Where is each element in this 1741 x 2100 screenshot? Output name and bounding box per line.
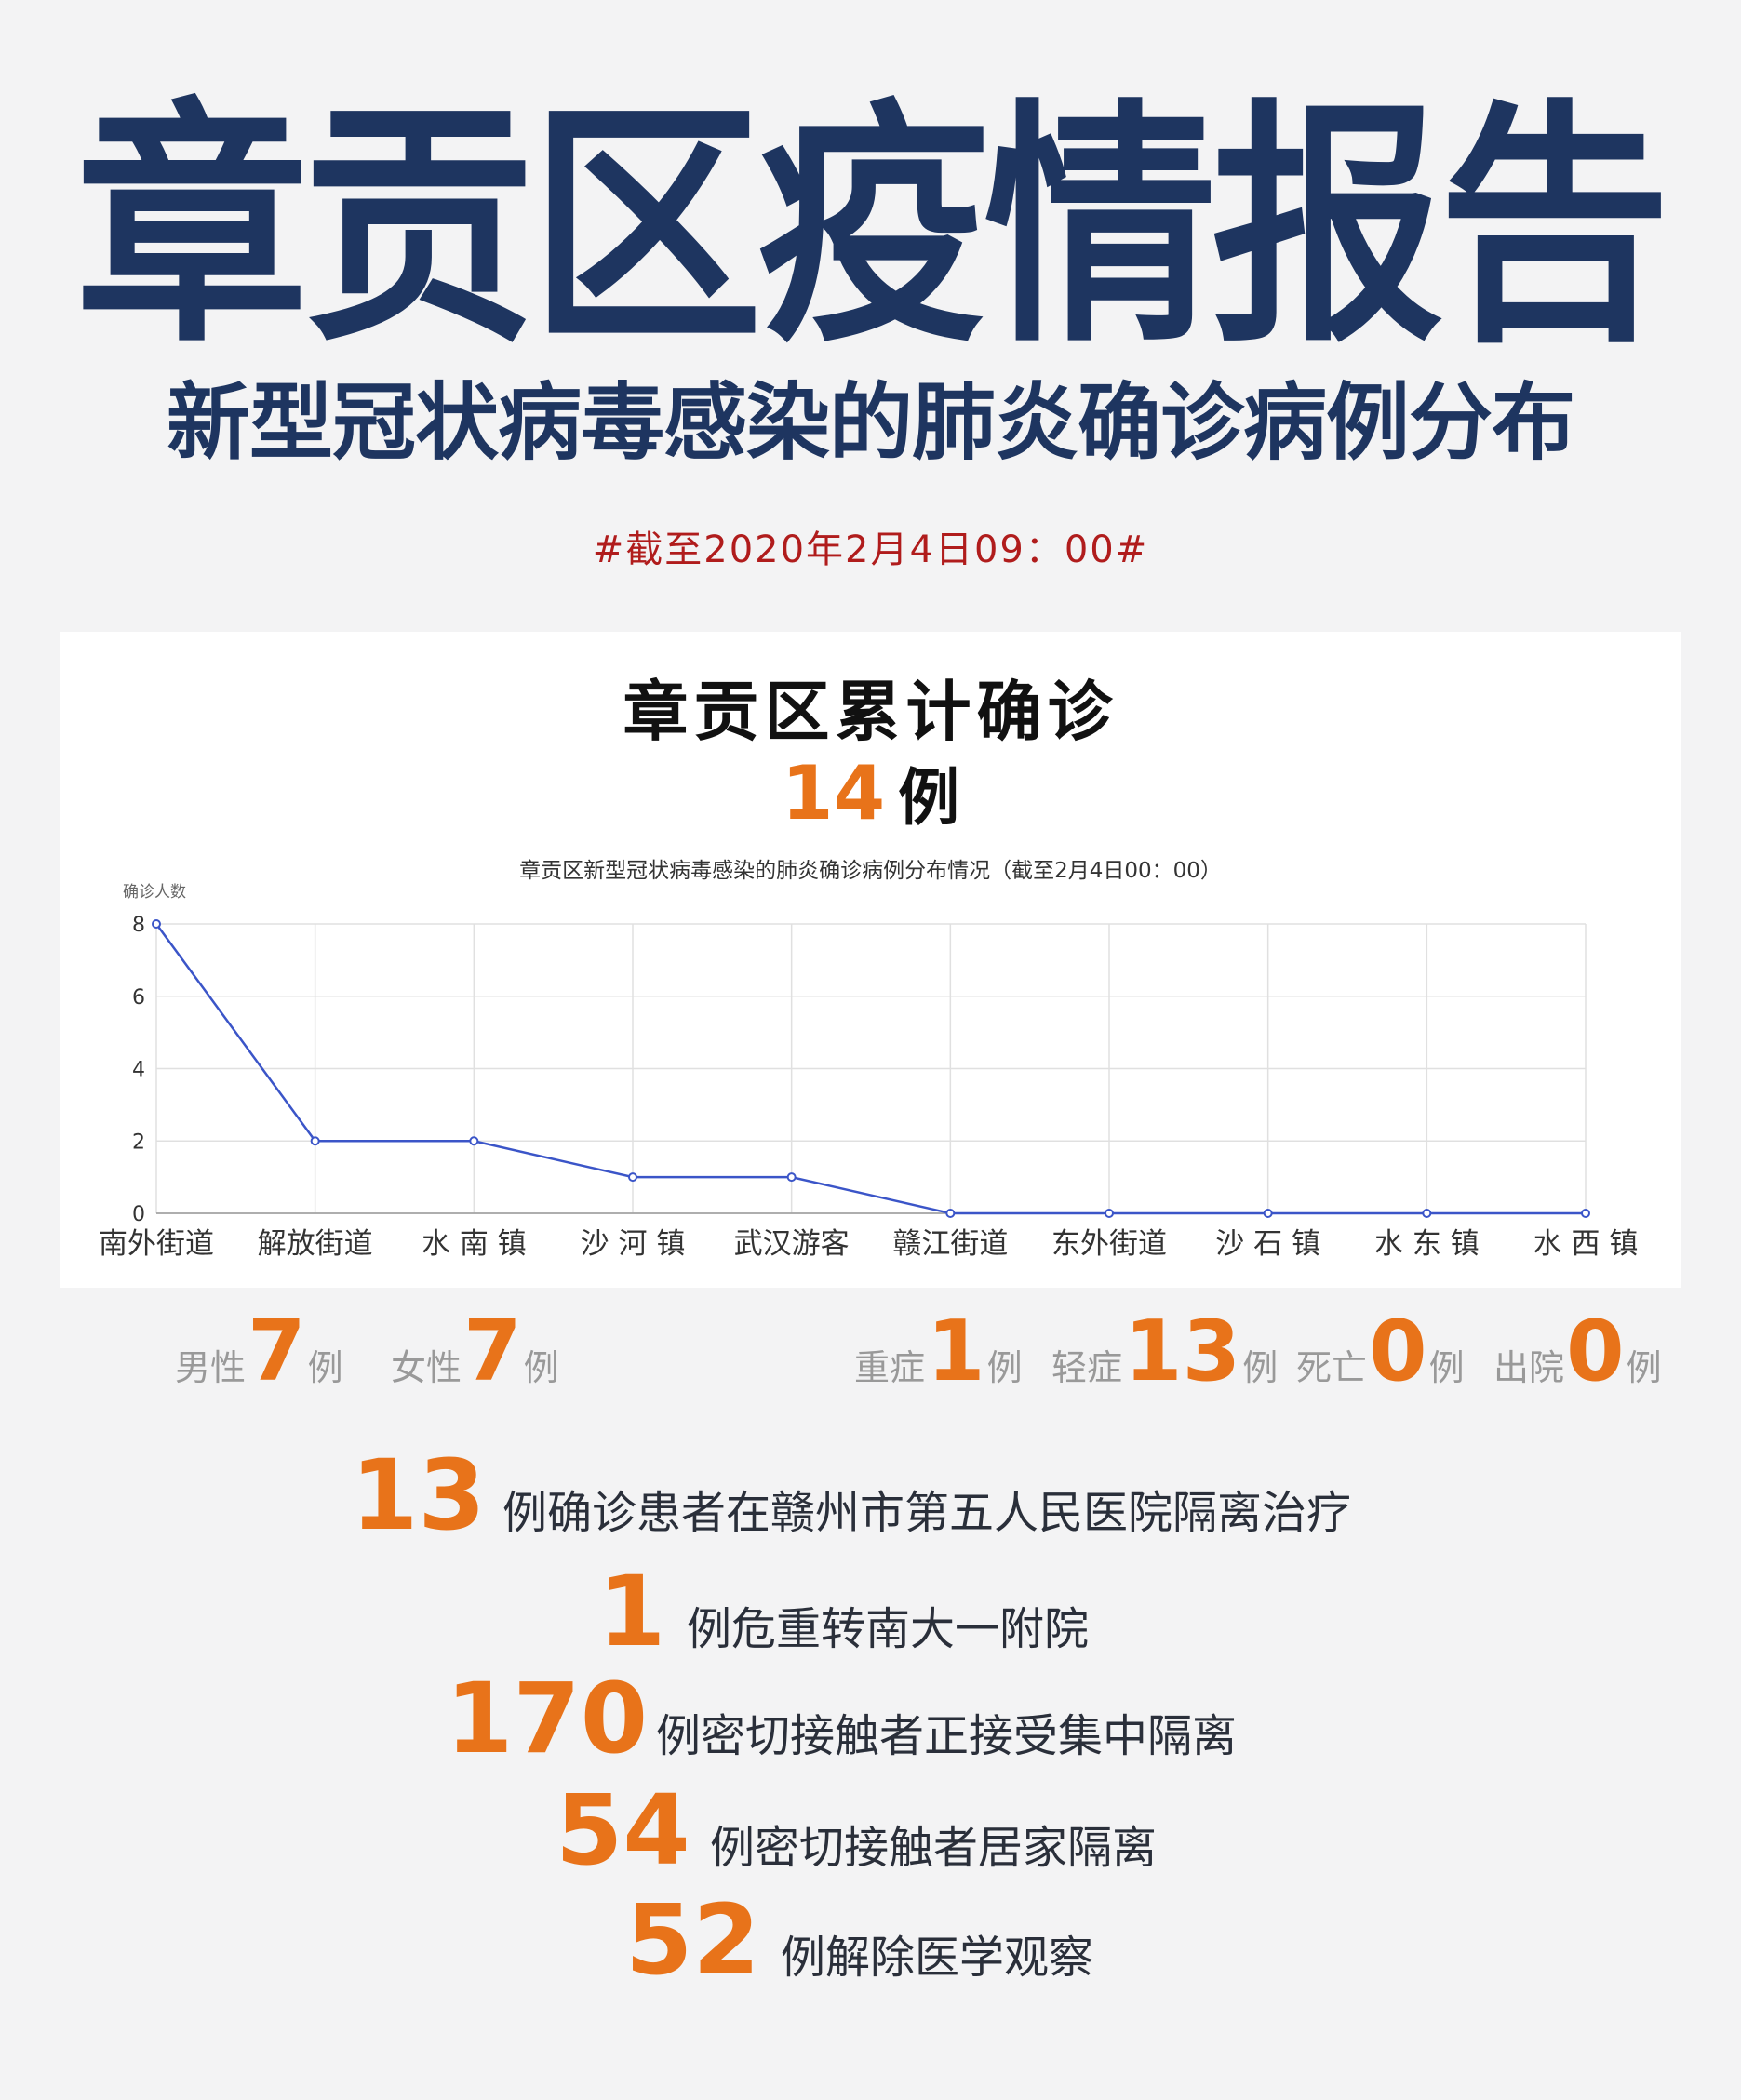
y-tick-label: 4	[132, 1059, 145, 1082]
report-date: #截至2020年2月4日09：00#	[592, 528, 1149, 571]
stat-value: 1	[927, 1303, 985, 1400]
x-tick-label: 水 西 镇	[1533, 1227, 1639, 1261]
y-tick-label: 8	[132, 914, 145, 937]
x-tick-label: 南外街道	[99, 1227, 214, 1261]
stat-label: 重症	[854, 1347, 926, 1388]
data-point	[786, 1172, 797, 1183]
x-tick-label: 武汉游客	[734, 1227, 850, 1261]
chart-card: 章贡区累计确诊 14 例 章贡区新型冠状病毒感染的肺炎确诊病例分布情况（截至2月4…	[60, 632, 1681, 1288]
stat-unit: 例	[1242, 1347, 1279, 1388]
data-point	[1263, 1209, 1273, 1218]
data-point	[469, 1136, 479, 1146]
stat-value: 13	[1124, 1303, 1241, 1400]
detail-value: 52	[625, 1883, 760, 1997]
detail-value: 170	[446, 1662, 649, 1775]
stat-value: 7	[463, 1303, 522, 1400]
data-point	[1581, 1209, 1590, 1218]
detail-text: 例密切接触者居家隔离	[710, 1822, 1158, 1874]
x-tick-label: 赣江街道	[892, 1227, 1008, 1261]
detail-value: 54	[556, 1773, 690, 1887]
stat-unit: 例	[986, 1347, 1023, 1388]
x-tick-label: 水 东 镇	[1374, 1227, 1480, 1261]
stat-3: 轻症13例	[1051, 1303, 1278, 1400]
stat-label: 女性	[391, 1347, 462, 1388]
page-title: 章贡区疫情报告	[75, 78, 1671, 377]
stat-label: 轻症	[1051, 1347, 1123, 1388]
data-point	[628, 1172, 637, 1183]
data-point	[310, 1136, 320, 1146]
stat-value: 0	[1566, 1303, 1625, 1400]
data-point	[1422, 1209, 1432, 1218]
stat-2: 重症1例	[854, 1303, 1023, 1400]
y-tick-label: 6	[132, 986, 145, 1010]
stat-unit: 例	[1626, 1347, 1662, 1388]
stat-1: 女性7例	[391, 1303, 559, 1400]
detail-value: 13	[351, 1438, 486, 1552]
stat-label: 出院	[1493, 1347, 1565, 1388]
y-tick-label: 2	[132, 1130, 145, 1154]
stat-unit: 例	[523, 1347, 559, 1388]
x-tick-label: 沙 石 镇	[1215, 1227, 1320, 1261]
detail-text: 例解除医学观察	[781, 1932, 1094, 1984]
page-subtitle: 新型冠状病毒感染的肺炎确诊病例分布	[167, 374, 1575, 472]
line-chart: 确诊人数 0 2 4 6 8 南外街道 解放街道 水 南 镇 沙 河 镇 武汉游客 赣江街道 东外街道 沙…	[99, 883, 1639, 1261]
detail-text: 例密切接触者正接受集中隔离	[656, 1710, 1238, 1762]
data-point	[945, 1209, 956, 1218]
x-tick-label: 东外街道	[1051, 1227, 1167, 1261]
detail-text: 例危重转南大一附院	[687, 1603, 1090, 1655]
card-title: 章贡区累计确诊	[623, 673, 1118, 750]
y-axis-label: 确诊人数	[123, 883, 186, 902]
stat-5: 出院0例	[1493, 1303, 1662, 1400]
x-tick-label: 水 南 镇	[422, 1227, 527, 1261]
stat-value: 7	[248, 1303, 306, 1400]
stat-0: 男性7例	[175, 1303, 343, 1400]
x-tick-label: 解放街道	[258, 1227, 373, 1261]
total-value: 14	[781, 750, 886, 836]
data-point	[1105, 1209, 1114, 1218]
stat-label: 死亡	[1296, 1347, 1368, 1388]
chart-title: 章贡区新型冠状病毒感染的肺炎确诊病例分布情况（截至2月4日00：00）	[519, 859, 1222, 883]
data-point	[152, 919, 161, 929]
stat-unit: 例	[307, 1347, 343, 1388]
stat-value: 0	[1369, 1303, 1427, 1400]
total-unit: 例	[898, 761, 960, 834]
total-confirmed: 14 例	[60, 748, 1681, 837]
stat-label: 男性	[175, 1347, 247, 1388]
stat-unit: 例	[1428, 1347, 1465, 1388]
series-line	[154, 923, 1586, 1215]
stat-4: 死亡0例	[1296, 1303, 1465, 1400]
x-tick-label: 沙 河 镇	[581, 1227, 686, 1261]
y-tick-label: 0	[132, 1203, 145, 1226]
detail-value: 1	[598, 1555, 666, 1668]
detail-text: 例确诊患者在赣州市第五人民医院隔离治疗	[502, 1487, 1352, 1539]
